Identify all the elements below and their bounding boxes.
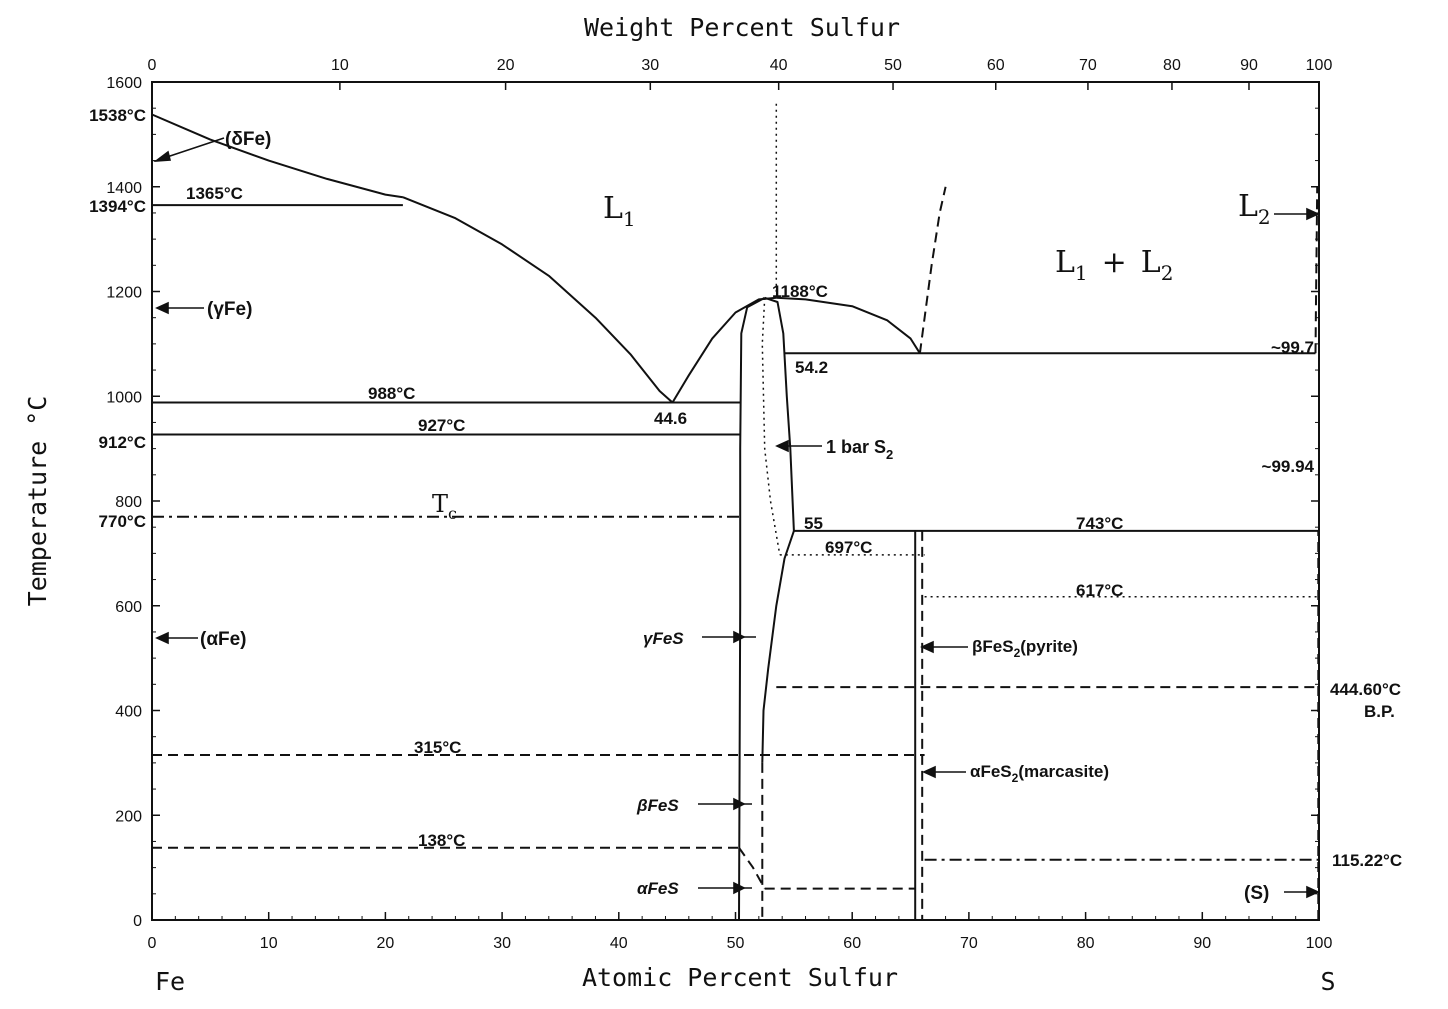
label-gamma-fe: (γFe) <box>207 299 252 320</box>
label-55: 55 <box>804 514 823 533</box>
label-1538: 1538°C <box>89 106 146 125</box>
arrowhead-alpha-fes <box>733 881 746 895</box>
label-770: 770°C <box>99 512 146 531</box>
x2-tick-label: 20 <box>497 57 515 74</box>
line-fe-liquidus <box>402 196 674 404</box>
x-tick-label: 20 <box>377 935 395 952</box>
label-138: 138°C <box>418 831 465 850</box>
label-pyrite: βFeS2(pyrite) <box>972 637 1078 660</box>
label-99-94: ~99.94 <box>1262 457 1315 476</box>
line-l2-side <box>1314 186 1319 354</box>
line-miscibility-gap <box>918 186 947 354</box>
label-alpha-fes: αFeS <box>637 879 679 898</box>
y-tick-label: 1600 <box>106 75 142 92</box>
arrowhead-gamma-fes <box>733 630 746 644</box>
label-743: 743°C <box>1076 514 1123 533</box>
label-alpha-fe: (αFe) <box>200 629 247 650</box>
label-54-2: 54.2 <box>795 358 828 377</box>
x-tick-label: 50 <box>727 935 745 952</box>
arrowhead-gamma-fe <box>155 301 169 315</box>
x-tick-label: 100 <box>1306 935 1333 952</box>
x2-tick-label: 50 <box>884 57 902 74</box>
x-tick-label: 0 <box>148 935 157 952</box>
y-tick-label: 600 <box>115 599 142 616</box>
label-444: 444.60°C <box>1330 680 1401 699</box>
label-s-solid: (S) <box>1244 883 1269 904</box>
label-marcasite: αFeS2(marcasite) <box>970 762 1109 785</box>
line-liquidus-right <box>776 296 921 354</box>
label-912: 912°C <box>99 433 146 452</box>
right-element-label: S <box>1320 967 1335 996</box>
y-tick-label: 1400 <box>106 180 142 197</box>
x2-tick-label: 0 <box>148 57 157 74</box>
y-axis-title: Temperature °C <box>23 396 52 607</box>
line-fes-138-join <box>738 847 766 890</box>
phase-boundary-lines <box>151 103 1320 921</box>
y-tick-label: 1000 <box>106 389 142 406</box>
x-tick-label: 80 <box>1077 935 1095 952</box>
y-tick-label: 400 <box>115 704 142 721</box>
x-tick-label: 60 <box>843 935 861 952</box>
phase-label-l1-plus-l2: L1 + L2 <box>1055 245 1173 285</box>
x-tick-label: 70 <box>960 935 978 952</box>
label-1188: 1188°C <box>772 282 828 301</box>
x2-tick-label: 40 <box>770 57 788 74</box>
y-tick-label: 200 <box>115 808 142 825</box>
line-one-bar-s2 <box>761 297 781 556</box>
line-fes-solvus-left <box>738 296 766 921</box>
arrowhead-alpha-fe <box>155 631 169 645</box>
y-tick-label: 0 <box>133 913 142 930</box>
arrowhead-1-bar-s2 <box>775 439 789 453</box>
annotation-arrows <box>153 137 1320 899</box>
label-927: 927°C <box>418 416 465 435</box>
label-1394: 1394°C <box>89 197 146 216</box>
left-element-label: Fe <box>155 967 185 996</box>
x2-tick-label: 60 <box>987 57 1005 74</box>
x-tick-label: 40 <box>610 935 628 952</box>
x2-tick-label: 80 <box>1163 57 1181 74</box>
label-988: 988°C <box>368 384 415 403</box>
line-fes-inner-low <box>761 530 795 763</box>
arrowhead-marcasite <box>922 765 936 779</box>
x-tick-label: 10 <box>260 935 278 952</box>
line-fes-liquidus-left <box>671 296 777 404</box>
arrowhead-pyrite <box>920 640 934 654</box>
line-delta-liquidus <box>151 113 404 199</box>
label-gamma-fes: γFeS <box>643 629 684 648</box>
line-fes-solvus-right <box>764 296 795 531</box>
phase-label-l1: L1 <box>603 191 636 231</box>
x2-tick-label: 100 <box>1306 57 1333 74</box>
phase-label-l2: L2 <box>1238 189 1271 229</box>
arrowhead-delta-fe <box>153 150 172 162</box>
label-315: 315°C <box>414 738 461 757</box>
arrowhead-beta-fes <box>733 797 746 811</box>
label-1365: 1365°C <box>186 184 243 203</box>
label-697: 697°C <box>825 538 872 557</box>
arrow-delta-fe <box>163 137 225 159</box>
axis-ticks: 0 10 20 30 40 50 60 70 80 90 100020040060080010001… <box>106 57 1332 952</box>
x2-tick-label: 10 <box>331 57 349 74</box>
plot-frame <box>151 81 1320 921</box>
x2-axis-title: Weight Percent Sulfur <box>584 13 900 42</box>
label-115: 115.22°C <box>1332 851 1402 870</box>
x2-tick-label: 30 <box>641 57 659 74</box>
arrowhead-s-solid <box>1306 885 1320 899</box>
x2-tick-label: 90 <box>1240 57 1258 74</box>
label-delta-fe: (δFe) <box>225 129 271 150</box>
x-tick-label: 30 <box>493 935 511 952</box>
label-beta-fes: βFeS <box>636 796 679 815</box>
x-axis-title: Atomic Percent Sulfur <box>582 963 898 992</box>
x-tick-label: 90 <box>1193 935 1211 952</box>
label-99-7: ~99.7 <box>1271 338 1314 357</box>
label-617: 617°C <box>1076 581 1123 600</box>
arrowhead-l2 <box>1306 207 1320 221</box>
y-tick-label: 800 <box>115 494 142 511</box>
label-44-6: 44.6 <box>654 409 687 428</box>
label-bp: B.P. <box>1364 702 1395 721</box>
x2-tick-label: 70 <box>1079 57 1097 74</box>
y-tick-label: 1200 <box>106 285 142 302</box>
label-1-bar-s2: 1 bar S2 <box>826 437 893 462</box>
label-tc: Tc <box>432 490 457 523</box>
